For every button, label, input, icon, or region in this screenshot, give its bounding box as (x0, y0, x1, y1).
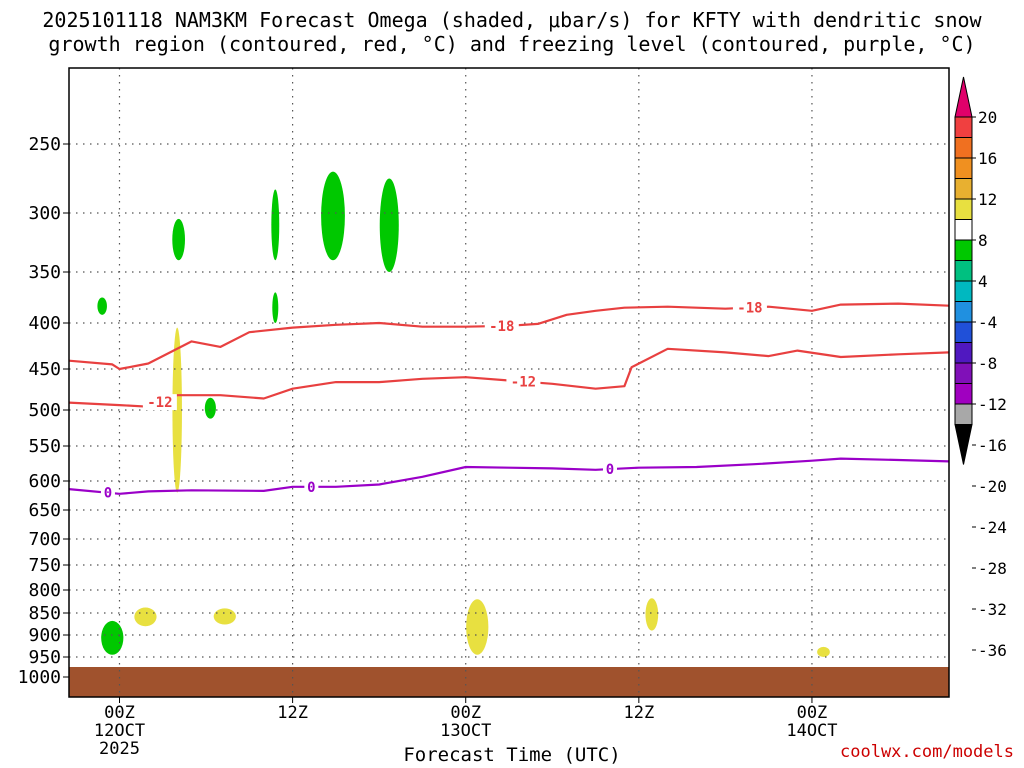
omega-shaded-region (272, 292, 279, 324)
colorbar-swatch (954, 157, 973, 179)
contour-line (68, 302, 950, 371)
omega-shading (97, 171, 830, 657)
y-tick-label: 400 (28, 313, 61, 334)
watermark: coolwx.com/models (840, 742, 1014, 762)
omega-shaded-region (817, 646, 830, 657)
y-tick-label: 900 (28, 625, 61, 646)
x-tick-date: 12OCT (94, 721, 145, 741)
y-tick-label: 600 (28, 471, 61, 492)
y-tick-label: 700 (28, 529, 61, 550)
contour-label-bg (304, 478, 319, 495)
x-axis-title: Forecast Time (UTC) (403, 744, 621, 766)
chart-title-line2: growth region (contoured, red, °C) and f… (48, 32, 976, 56)
colorbar-label: -28 (978, 559, 1007, 578)
omega-shaded-region (134, 607, 157, 627)
omega-shaded-region (97, 297, 107, 315)
colorbar-label: -16 (978, 436, 1007, 455)
contour-label: -12 (511, 375, 536, 391)
colorbar-swatch (954, 362, 973, 384)
y-tick-label: 850 (28, 603, 61, 624)
x-tick-date: 14OCT (786, 721, 837, 741)
x-tick-label: 00Z (450, 703, 481, 723)
colorbar-swatch (954, 301, 973, 323)
colorbar-label: -32 (978, 600, 1007, 619)
colorbar-swatch (954, 383, 973, 405)
surface-terrain (69, 667, 949, 697)
omega-shaded-region (271, 189, 280, 261)
y-tick-label: 950 (28, 647, 61, 668)
contour-label-bg (142, 394, 177, 411)
y-tick-label: 450 (28, 359, 61, 380)
x-tick-date: 13OCT (440, 721, 491, 741)
colorbar-swatch (954, 198, 973, 220)
colorbar-label: 16 (978, 149, 997, 168)
plot-frame (68, 67, 950, 698)
colorbar-label: 4 (978, 272, 988, 291)
contour-label-bg (484, 317, 519, 334)
contour-label: -18 (737, 301, 762, 317)
colorbar-swatch (954, 178, 973, 200)
colorbar-swatch (954, 321, 973, 343)
omega-shaded-region (645, 598, 659, 631)
x-tick-year: 2025 (99, 739, 140, 759)
contour-label-bg (506, 373, 541, 390)
omega-shaded-region (321, 171, 345, 261)
omega-shaded-region (379, 178, 399, 272)
y-axis: 2503003504004505005506006507007508008509… (18, 134, 69, 688)
y-tick-label: 300 (28, 203, 61, 224)
y-tick-label: 1000 (18, 667, 61, 688)
colorbar-swatch (954, 116, 973, 138)
x-tick-label: 12Z (623, 703, 654, 723)
colorbar-label: 8 (978, 231, 988, 250)
contour-label: 0 (606, 462, 614, 478)
y-tick-label: 750 (28, 555, 61, 576)
omega-shaded-region (204, 397, 216, 419)
colorbar-swatch (954, 403, 973, 425)
x-tick-label: 00Z (104, 703, 135, 723)
chart-title-line1: 2025101118 NAM3KM Forecast Omega (shaded… (42, 8, 982, 32)
colorbar-label: -4 (978, 313, 997, 332)
colorbar-swatch (954, 239, 973, 261)
colorbar-label: -8 (978, 354, 997, 373)
colorbar-swatch (954, 219, 973, 241)
colorbar-label: -36 (978, 641, 1007, 660)
y-tick-label: 800 (28, 580, 61, 601)
omega-shaded-region (101, 620, 124, 655)
contour-label-bg (100, 484, 115, 501)
contour-label-bg (732, 299, 767, 316)
colorbar-swatch (954, 280, 973, 302)
contour-line (68, 457, 950, 495)
omega-shaded-region (213, 608, 236, 625)
y-tick-label: 500 (28, 400, 61, 421)
colorbar-top-arrow (954, 76, 973, 118)
colorbar-label: -20 (978, 477, 1007, 496)
contour-labels: -18 -18 -12 -12 0 0 0 (100, 299, 767, 502)
colorbar-bottom-arrow (954, 424, 973, 465)
omega-shaded-region (466, 599, 489, 655)
contour-label-bg (602, 461, 617, 478)
colorbar-label: 20 (978, 108, 997, 127)
contour-label: -12 (147, 395, 172, 411)
omega-shaded-region (172, 218, 185, 261)
y-tick-label: 550 (28, 436, 61, 457)
contour-label: 0 (104, 486, 112, 502)
y-tick-label: 250 (28, 134, 61, 155)
x-tick-label: 12Z (277, 703, 308, 723)
y-tick-label: 650 (28, 500, 61, 521)
colorbar-label: 12 (978, 190, 997, 209)
colorbar-swatch (954, 342, 973, 364)
colorbar-swatch (954, 137, 973, 159)
y-tick-label: 350 (28, 262, 61, 283)
colorbar-label: -12 (978, 395, 1007, 414)
colorbar-swatch (954, 260, 973, 282)
x-tick-label: 00Z (797, 703, 828, 723)
contour-label: -18 (489, 319, 514, 335)
contour-label: 0 (307, 480, 315, 496)
colorbar: 20 16 12 8 4 -4 -8 -12 -16 -20 -24 -28 -32 -36 (954, 76, 1007, 660)
colorbar-label: -24 (978, 518, 1007, 537)
